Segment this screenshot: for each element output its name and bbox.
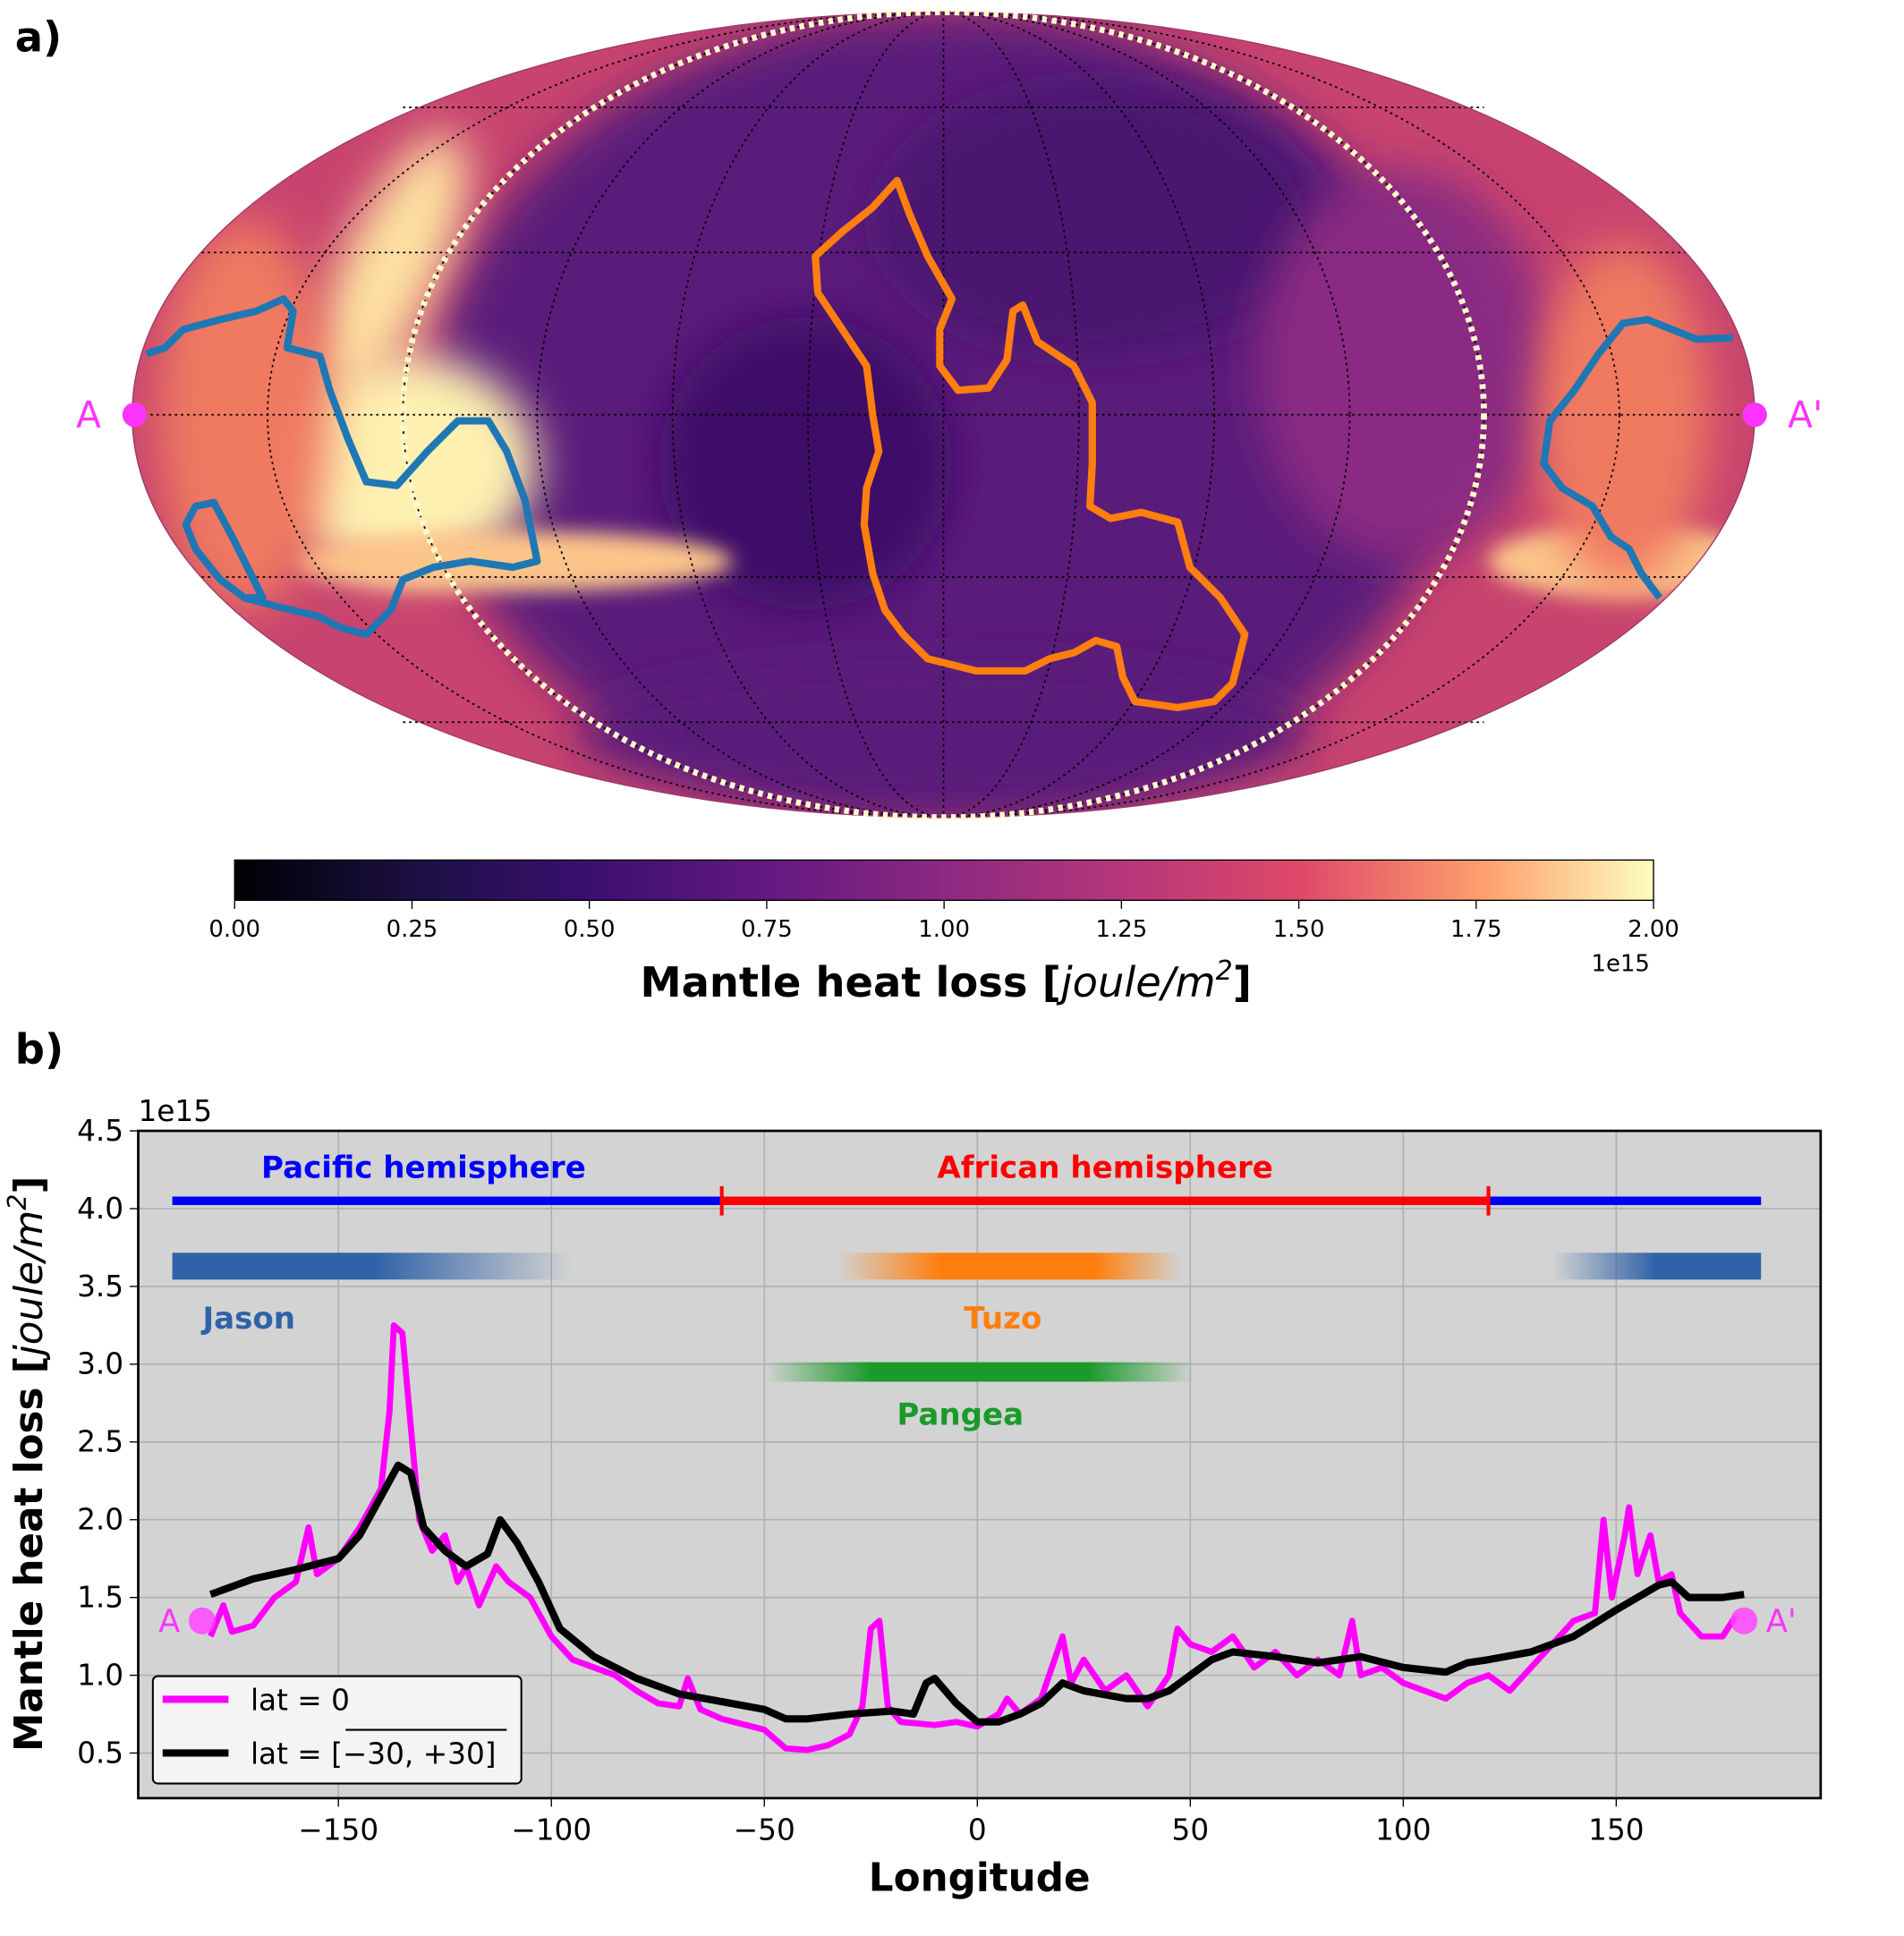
- y-tick-label: 1.0: [77, 1658, 123, 1692]
- colorbar-gradient: [234, 859, 1654, 902]
- axes-frame: [137, 1129, 1823, 1800]
- colorbar-tick-label: 1.75: [1450, 916, 1502, 943]
- x-tick-label: 0: [968, 1813, 987, 1847]
- x-tick-label: −150: [298, 1813, 378, 1847]
- marker-a-label: A: [76, 393, 101, 436]
- y-tick-label: 1.5: [77, 1581, 123, 1615]
- marker-a-dot: [122, 402, 148, 428]
- marker-dot: [188, 1607, 216, 1635]
- marker-a-prime-dot: [1742, 402, 1767, 428]
- tuzo-outline: [812, 176, 1249, 711]
- hemisphere-label: Pacific hemisphere: [261, 1150, 586, 1185]
- colorbar-tick-label: 0.00: [208, 916, 260, 943]
- legend-box: [151, 1675, 523, 1785]
- colorbar-offset: 1e15: [1592, 950, 1650, 977]
- colorbar: 0.00 0.25 0.50 0.75 1.00 1.25 1.50 1.75 2.00 1e1…: [208, 859, 1679, 1006]
- marker-label: A': [1766, 1603, 1797, 1640]
- y-tick-label: 0.5: [77, 1736, 123, 1770]
- colorbar-tick-label: 0.50: [564, 916, 616, 943]
- band-label: Pangea: [897, 1397, 1024, 1433]
- y-tick-label: 4.5: [77, 1114, 123, 1148]
- hemisphere-label: African hemisphere: [937, 1150, 1273, 1185]
- x-tick-label: 100: [1375, 1813, 1431, 1847]
- marker-a-prime-label: A': [1788, 393, 1823, 436]
- jason-outline-loop: [182, 498, 267, 602]
- marker-label: A: [158, 1603, 180, 1640]
- y-tick-label: 4.0: [77, 1192, 123, 1226]
- legend: lat = 0 lat = [−30, +30]: [151, 1675, 523, 1785]
- panel-a-label: a): [15, 13, 62, 61]
- y-tick-label: 3.5: [77, 1269, 123, 1303]
- legend-entry: lat = 0: [251, 1684, 350, 1718]
- marker-dot: [1730, 1607, 1758, 1635]
- jason-outline-west: [145, 294, 541, 639]
- colorbar-tick-label: 1.25: [1096, 916, 1148, 943]
- band-label: Tuzo: [964, 1301, 1041, 1337]
- band-tuzo: [837, 1252, 1182, 1280]
- line-chart: −150 −100 −50 0 50 100 150 0.5 1.0 1.5 2.0 2.5 3.0 3.…: [2, 1094, 1823, 1901]
- jason-outline-east: [1540, 316, 1733, 600]
- y-tick-label: 3.0: [77, 1347, 123, 1381]
- colorbar-label: Mantle heat loss [joule/m2]: [640, 955, 1251, 1006]
- band-jason: [172, 1252, 574, 1280]
- x-tick-label: 150: [1588, 1813, 1644, 1847]
- band-label: Jason: [200, 1301, 295, 1337]
- legend-entry: lat = [−30, +30]: [251, 1737, 497, 1771]
- series-line-1: [208, 1461, 1745, 1726]
- colorbar-tick-label: 0.75: [741, 916, 793, 943]
- y-tick-label: 2.0: [77, 1503, 123, 1537]
- y-tick-label: 2.5: [77, 1425, 123, 1459]
- colorbar-tick-label: 1.50: [1273, 916, 1325, 943]
- colorbar-tick-label: 1.00: [918, 916, 970, 943]
- african-hemisphere-boundary: [399, 9, 1487, 821]
- y-axis-label: Mantle heat loss [joule/m2]: [2, 1176, 52, 1752]
- band-pangea: [764, 1362, 1195, 1382]
- mollweide-map: A A': [76, 9, 1823, 821]
- band-jason: [1551, 1252, 1762, 1280]
- colorbar-tick-label: 0.25: [387, 916, 438, 943]
- x-tick-label: 50: [1172, 1813, 1210, 1847]
- y-offset-label: 1e15: [138, 1094, 212, 1128]
- colorbar-tick-label: 2.00: [1628, 916, 1679, 943]
- x-axis-label: Longitude: [869, 1856, 1091, 1901]
- panel-b-label: b): [15, 1025, 64, 1074]
- x-tick-label: −100: [511, 1813, 591, 1847]
- x-tick-label: −50: [734, 1813, 795, 1847]
